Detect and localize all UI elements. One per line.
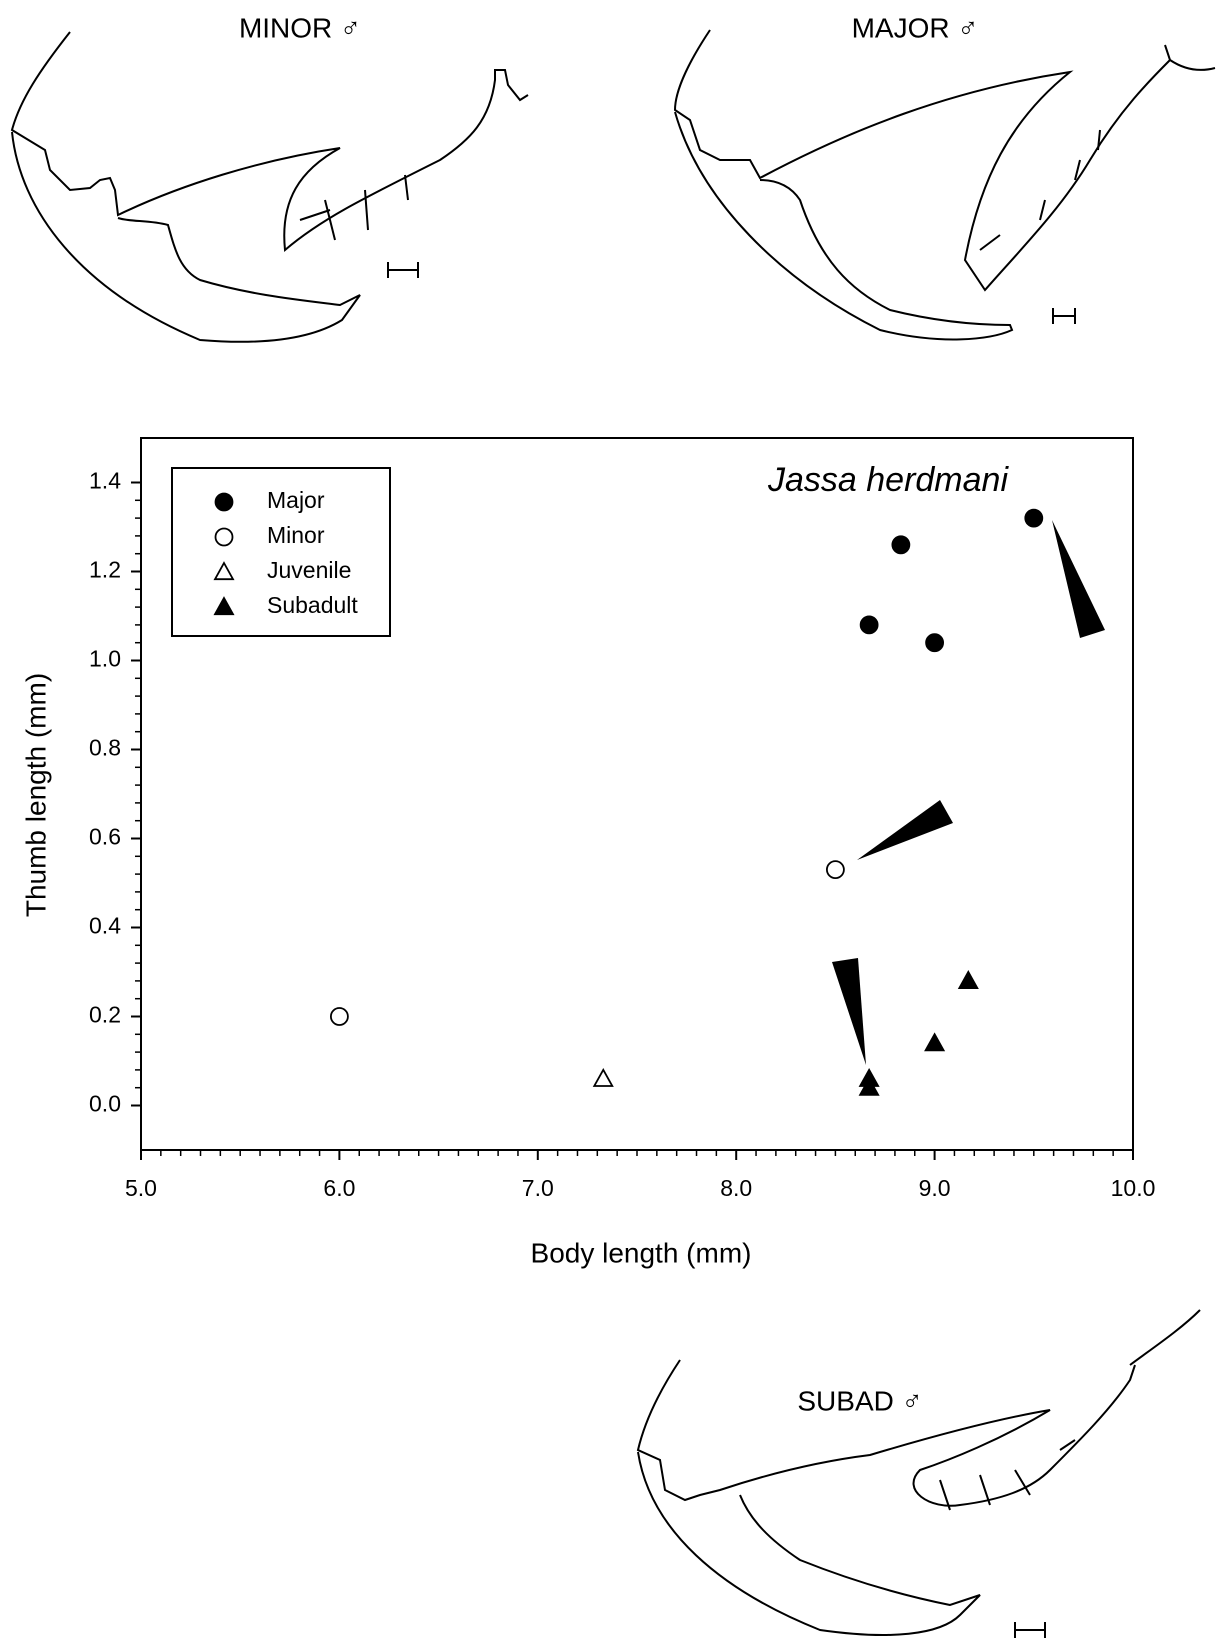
triangle-marker — [924, 1032, 946, 1052]
x-axis-label: Body length (mm) — [531, 1237, 752, 1268]
pointer-arrow — [1052, 520, 1105, 638]
y-tick-label: 1.0 — [89, 646, 121, 672]
legend-label: Juvenile — [267, 557, 351, 583]
circle-marker — [859, 615, 879, 635]
illustration-label: MAJOR ♂ — [852, 12, 979, 43]
triangle-marker — [592, 1067, 614, 1087]
minor-claw-drawing — [10, 31, 529, 343]
legend-label: Minor — [267, 522, 325, 548]
y-tick-label: 1.2 — [89, 557, 121, 583]
legend-label: Subadult — [267, 592, 358, 618]
x-tick-label: 6.0 — [323, 1175, 355, 1201]
subadult-claw-drawing — [636, 1309, 1201, 1638]
legend-box — [171, 467, 391, 637]
triangle-marker — [858, 1076, 880, 1096]
major-claw-drawing — [673, 29, 1216, 341]
circle-marker — [826, 860, 845, 880]
x-tick-label: 10.0 — [1111, 1175, 1156, 1201]
legend-marker — [214, 492, 234, 512]
x-tick-label: 8.0 — [720, 1175, 752, 1201]
circle-marker — [891, 535, 911, 555]
pointer-arrow — [857, 800, 953, 860]
y-tick-label: 0.2 — [89, 1002, 121, 1028]
illustration-label: SUBAD ♂ — [797, 1385, 922, 1416]
x-tick-label: 5.0 — [125, 1175, 157, 1201]
y-tick-label: 0.0 — [89, 1091, 121, 1117]
pointer-arrow — [832, 958, 866, 1065]
circle-marker — [329, 1007, 349, 1026]
y-tick-label: 0.4 — [89, 913, 121, 939]
x-tick-label: 7.0 — [522, 1175, 554, 1201]
circle-marker — [925, 633, 944, 653]
triangle-marker — [957, 970, 979, 989]
illustration-label: MINOR ♂ — [239, 12, 361, 43]
legend-marker — [213, 596, 235, 616]
y-tick-label: 1.4 — [89, 468, 121, 494]
y-tick-label: 0.8 — [89, 735, 121, 761]
legend-marker — [213, 561, 235, 581]
legend-label: Major — [267, 487, 325, 513]
legend-marker — [214, 527, 234, 547]
x-tick-label: 9.0 — [919, 1175, 951, 1201]
y-axis-label: Thumb length (mm) — [20, 673, 51, 917]
y-tick-label: 0.6 — [89, 824, 121, 850]
circle-marker — [1024, 508, 1044, 528]
chart-title: Jassa herdmani — [767, 461, 1009, 499]
